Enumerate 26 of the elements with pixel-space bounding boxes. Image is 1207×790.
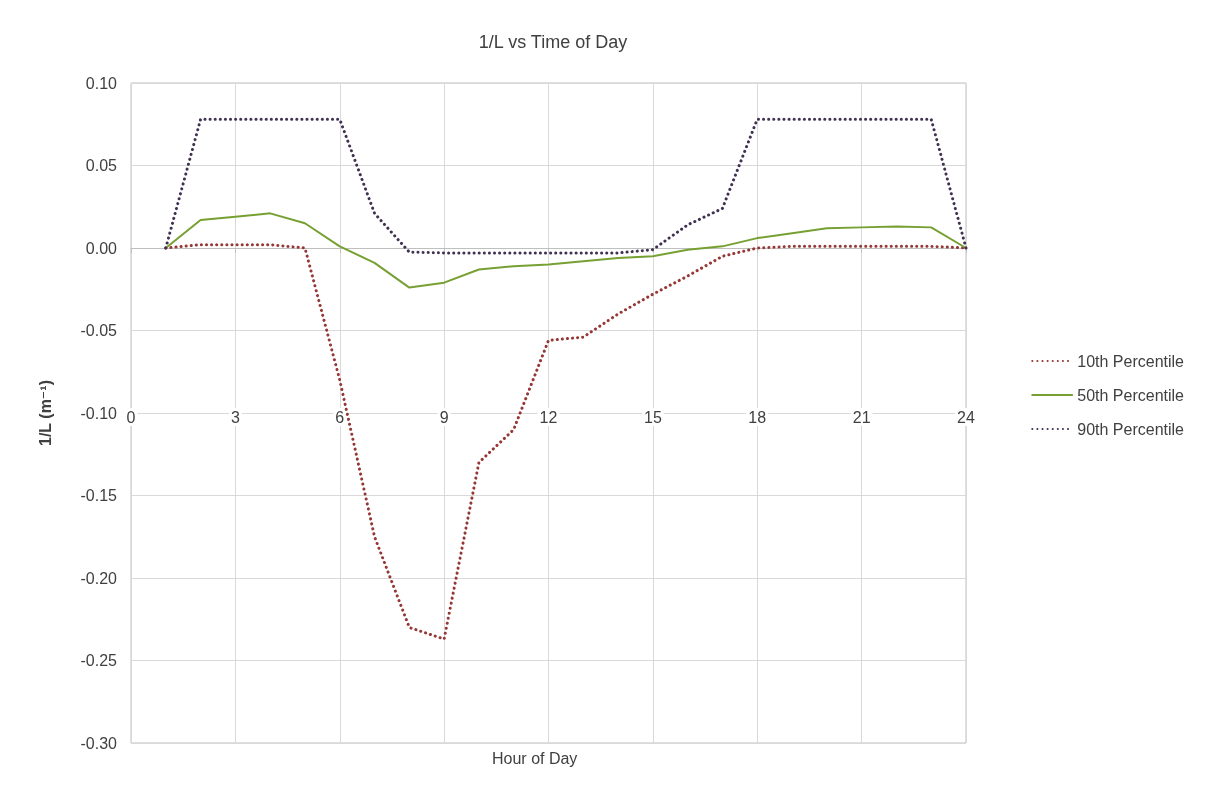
x-tick-label: 24 bbox=[957, 408, 975, 426]
x-tick-label: 15 bbox=[643, 408, 662, 426]
chart-title: 1/L vs Time of Day bbox=[478, 32, 628, 52]
x-tick-label: 12 bbox=[539, 408, 558, 426]
legend-label: 10th Percentile bbox=[1077, 352, 1185, 370]
y-tick-label: -0.25 bbox=[80, 652, 118, 669]
y-tick-label: -0.20 bbox=[80, 569, 118, 587]
x-axis-title: Hour of Day bbox=[492, 749, 578, 767]
y-tick-label: 0.10 bbox=[85, 74, 118, 92]
x-tick-label: 18 bbox=[748, 408, 767, 426]
x-tick-label: 3 bbox=[230, 408, 240, 426]
y-tick-label: -0.30 bbox=[80, 734, 118, 752]
y-tick-label: -0.10 bbox=[80, 404, 118, 422]
y-axis-title: 1/L (m⁻¹) bbox=[36, 380, 54, 446]
line-series bbox=[164, 212, 967, 289]
legend-label: 90th Percentile bbox=[1077, 420, 1185, 438]
legend-label: 50th Percentile bbox=[1077, 386, 1185, 404]
y-tick-label: 0.00 bbox=[85, 239, 118, 257]
y-tick-label: -0.15 bbox=[80, 487, 118, 504]
x-tick-label: 21 bbox=[852, 408, 871, 426]
line-series bbox=[164, 117, 968, 255]
x-tick-label: 0 bbox=[126, 408, 136, 426]
x-tick-label: 6 bbox=[335, 408, 345, 426]
y-tick-label: -0.05 bbox=[80, 322, 118, 339]
x-tick-label: 9 bbox=[439, 408, 449, 426]
y-tick-label: 0.05 bbox=[85, 157, 118, 174]
